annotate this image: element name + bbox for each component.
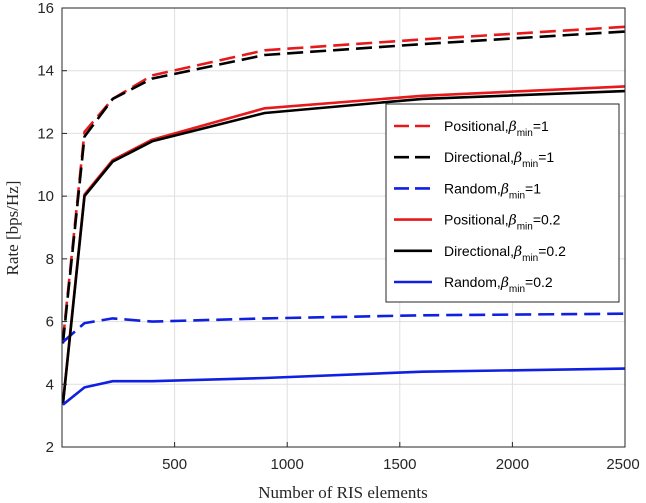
y-axis-title: Rate [bps/Hz] [3, 181, 22, 276]
y-tick-label: 4 [46, 376, 54, 393]
legend-beta-value: =0.2 [525, 274, 553, 290]
series-line-4 [61, 89, 626, 405]
x-tick-label: 2500 [606, 456, 639, 473]
legend-series-name: Random, [444, 274, 501, 290]
y-tick-label: 14 [37, 63, 54, 80]
legend-series-name: Random, [444, 180, 501, 196]
legend-label-4: Directional,βmin=0.2 [444, 243, 566, 264]
series-line-0 [61, 25, 626, 341]
x-axis: 500 1000 1500 2000 2500 [162, 442, 640, 473]
legend: Positional,βmin=1Directional,βmin=1Rando… [385, 103, 620, 303]
y-tick-label: 2 [46, 439, 54, 456]
y-tick-label: 16 [37, 0, 54, 17]
x-tick-label: 1500 [383, 456, 416, 473]
legend-beta-subscript: min [517, 128, 533, 139]
y-axis: 2 4 6 8 10 12 14 16 [37, 0, 67, 456]
legend-box [385, 103, 620, 303]
legend-series-name: Directional, [444, 243, 514, 259]
legend-beta-value: =0.2 [538, 243, 566, 259]
legend-beta-value: =0.2 [533, 212, 561, 228]
series-line-5 [62, 367, 626, 406]
legend-label-0: Positional,βmin=1 [444, 118, 549, 139]
x-axis-title: Number of RIS elements [258, 483, 428, 502]
legend-beta-value: =1 [538, 149, 554, 165]
y-tick-label: 8 [46, 251, 54, 268]
legend-beta-subscript: min [517, 222, 533, 233]
legend-label-3: Positional,βmin=0.2 [444, 212, 561, 233]
plot-area-border [61, 7, 626, 448]
legend-beta-value: =1 [533, 118, 549, 134]
y-tick-label: 12 [37, 125, 54, 142]
y-tick-label: 6 [46, 314, 54, 331]
y-tick-label: 10 [37, 188, 54, 205]
legend-beta-symbol: β [508, 119, 517, 135]
legend-beta-symbol: β [500, 275, 509, 291]
legend-series-name: Positional, [444, 212, 509, 228]
series-line-1 [61, 30, 626, 344]
legend-beta-symbol: β [508, 213, 517, 229]
x-tick-label: 2000 [496, 456, 529, 473]
legend-beta-subscript: min [522, 253, 538, 264]
legend-series-name: Positional, [444, 118, 509, 134]
legend-series-name: Directional, [444, 149, 514, 165]
legend-label-1: Directional,βmin=1 [444, 149, 554, 170]
plot-lines [61, 25, 626, 406]
x-tick-label: 500 [162, 456, 187, 473]
legend-label-2: Random,βmin=1 [444, 180, 541, 201]
legend-beta-symbol: β [513, 244, 522, 260]
legend-label-5: Random,βmin=0.2 [444, 274, 553, 295]
legend-beta-subscript: min [522, 159, 538, 170]
legend-beta-symbol: β [500, 181, 509, 197]
legend-beta-value: =1 [525, 180, 541, 196]
x-tick-label: 1000 [271, 456, 304, 473]
series-line-2 [62, 312, 626, 343]
legend-beta-subscript: min [509, 284, 525, 295]
legend-beta-subscript: min [509, 190, 525, 201]
legend-beta-symbol: β [513, 150, 522, 166]
